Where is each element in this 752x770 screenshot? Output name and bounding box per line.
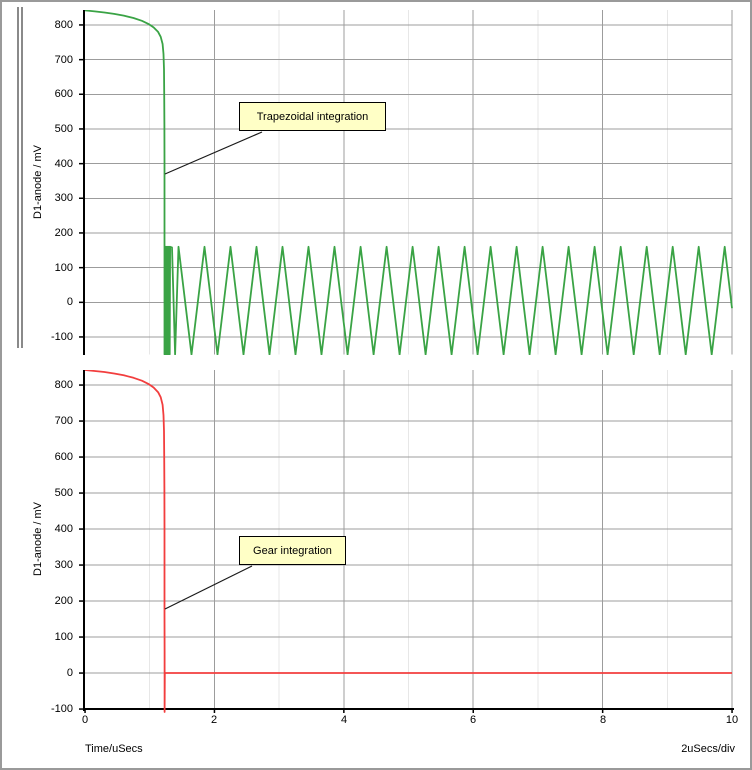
- scale-per-div-label: 2uSecs/div: [681, 743, 735, 755]
- y-tick-label: 700: [54, 415, 73, 427]
- y-tick-label: -100: [50, 703, 73, 715]
- annotation-callout-line: [164, 131, 263, 175]
- bottom-plot-area[interactable]: [77, 370, 739, 713]
- annotation-callout-line: [164, 565, 253, 610]
- gear-annotation[interactable]: Gear integration: [239, 536, 346, 565]
- time-axis-label: Time/uSecs: [85, 743, 143, 755]
- trace-red[interactable]: [84, 370, 732, 713]
- top-plot-area[interactable]: [77, 10, 739, 355]
- axis-layer: [79, 370, 734, 713]
- axis-layer: [79, 10, 85, 355]
- y-tick-label: 800: [54, 379, 73, 391]
- gear-annotation-label: Gear integration: [253, 544, 332, 557]
- y-tick-label: 0: [66, 667, 73, 679]
- y-tick-label: 100: [54, 631, 73, 643]
- trapezoidal-annotation[interactable]: Trapezoidal integration: [239, 102, 386, 131]
- y-tick-label: -100: [50, 331, 73, 343]
- x-tick-label: 0: [81, 714, 89, 726]
- y-tick-label: 300: [54, 192, 73, 204]
- y-tick-label: 300: [54, 559, 73, 571]
- splitter-bar: [21, 7, 23, 348]
- y-tick-label: 500: [54, 123, 73, 135]
- y-tick-label: 0: [66, 296, 73, 308]
- y-tick-label: 200: [54, 595, 73, 607]
- y-tick-label: 800: [54, 19, 73, 31]
- y-tick-label: 700: [54, 54, 73, 66]
- splitter-bar: [17, 7, 19, 348]
- y-tick-label: 600: [54, 88, 73, 100]
- x-tick-label: 6: [469, 714, 477, 726]
- x-tick-label: 4: [340, 714, 348, 726]
- grid-layer: [85, 370, 733, 710]
- y-tick-label: 100: [54, 262, 73, 274]
- pane-splitter-handle[interactable]: [17, 7, 25, 348]
- x-tick-label: 8: [599, 714, 607, 726]
- x-tick-label: 10: [725, 714, 739, 726]
- trapezoidal-annotation-label: Trapezoidal integration: [256, 110, 369, 123]
- y-tick-label: 600: [54, 451, 73, 463]
- grid-layer: [85, 10, 733, 355]
- trace-green[interactable]: [84, 10, 733, 355]
- x-tick-label: 2: [210, 714, 218, 726]
- y-tick-label: 400: [54, 523, 73, 535]
- y-tick-label: 200: [54, 227, 73, 239]
- y-tick-label: 400: [54, 158, 73, 170]
- y-tick-label: 500: [54, 487, 73, 499]
